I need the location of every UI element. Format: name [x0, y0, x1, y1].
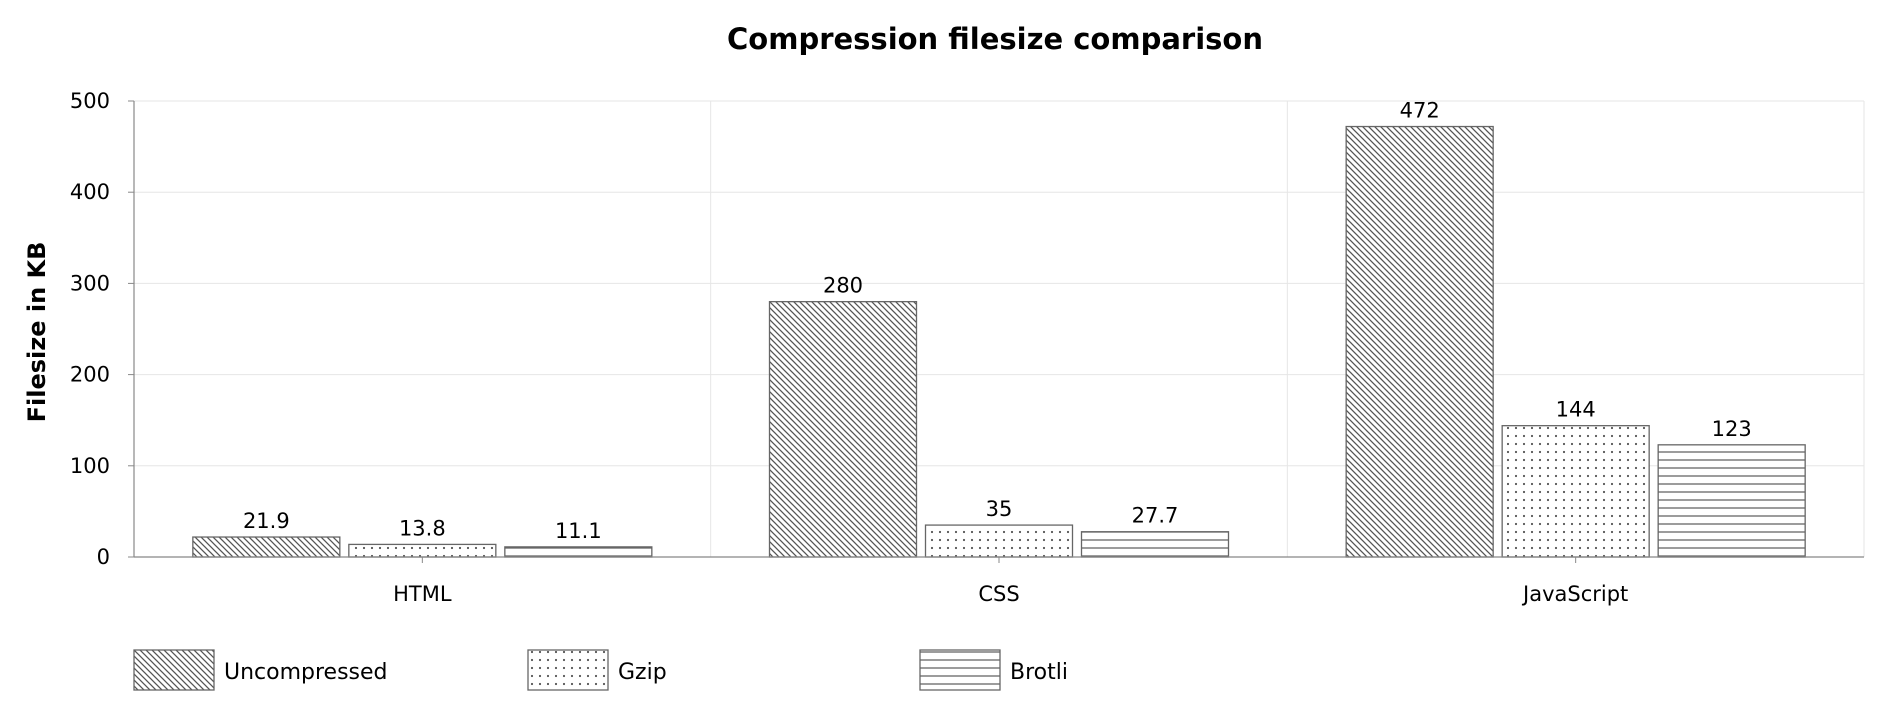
bar-brotli-html	[504, 546, 653, 558]
legend-swatch-gzip	[527, 649, 609, 691]
bar-gzip-html	[348, 543, 497, 558]
y-tick-label: 200	[70, 363, 110, 387]
y-tick-label: 500	[70, 89, 110, 113]
data-label: 144	[1556, 398, 1596, 422]
bar-brotli-javascript	[1657, 444, 1806, 558]
legend-swatch-brotli	[919, 649, 1001, 691]
data-label: 472	[1400, 99, 1440, 123]
data-label: 280	[823, 274, 863, 298]
data-label: 21.9	[243, 509, 290, 533]
y-axis-label: Filesize in KB	[23, 242, 51, 423]
x-tick-label: HTML	[393, 582, 452, 606]
bar-uncompressed-css	[768, 300, 918, 558]
legend: Uncompressed Gzip Brotli	[133, 649, 1068, 691]
y-axis-ticks: 0 100 200 300 400 500	[70, 89, 110, 569]
data-label: 11.1	[555, 519, 602, 543]
data-label: 27.7	[1132, 504, 1179, 528]
x-tick-label: JavaScript	[1521, 582, 1628, 606]
y-tick-label: 0	[97, 545, 110, 569]
bar-uncompressed-javascript	[1345, 125, 1494, 558]
legend-label: Gzip	[618, 660, 667, 685]
bar-brotli-css	[1080, 531, 1230, 558]
y-tick-label: 300	[70, 271, 110, 295]
bar-gzip-css	[924, 524, 1074, 558]
bar-gzip-javascript	[1501, 425, 1650, 558]
axes	[128, 100, 1864, 563]
data-labels: 21.9 13.8 11.1 280 35 27.7 472 144 123	[243, 99, 1752, 543]
legend-swatch-uncompressed	[133, 649, 215, 691]
y-tick-label: 400	[70, 180, 110, 204]
data-label: 35	[986, 497, 1013, 521]
bar-uncompressed-html	[192, 536, 341, 558]
legend-label: Brotli	[1010, 660, 1068, 685]
bars	[192, 125, 1806, 558]
chart-title: Compression filesize comparison	[727, 22, 1263, 56]
x-tick-label: CSS	[978, 582, 1019, 606]
data-label: 123	[1712, 417, 1752, 441]
x-axis-categories: HTML CSS JavaScript	[393, 582, 1628, 606]
legend-label: Uncompressed	[224, 660, 388, 685]
data-label: 13.8	[399, 516, 446, 540]
y-tick-label: 100	[70, 454, 110, 478]
